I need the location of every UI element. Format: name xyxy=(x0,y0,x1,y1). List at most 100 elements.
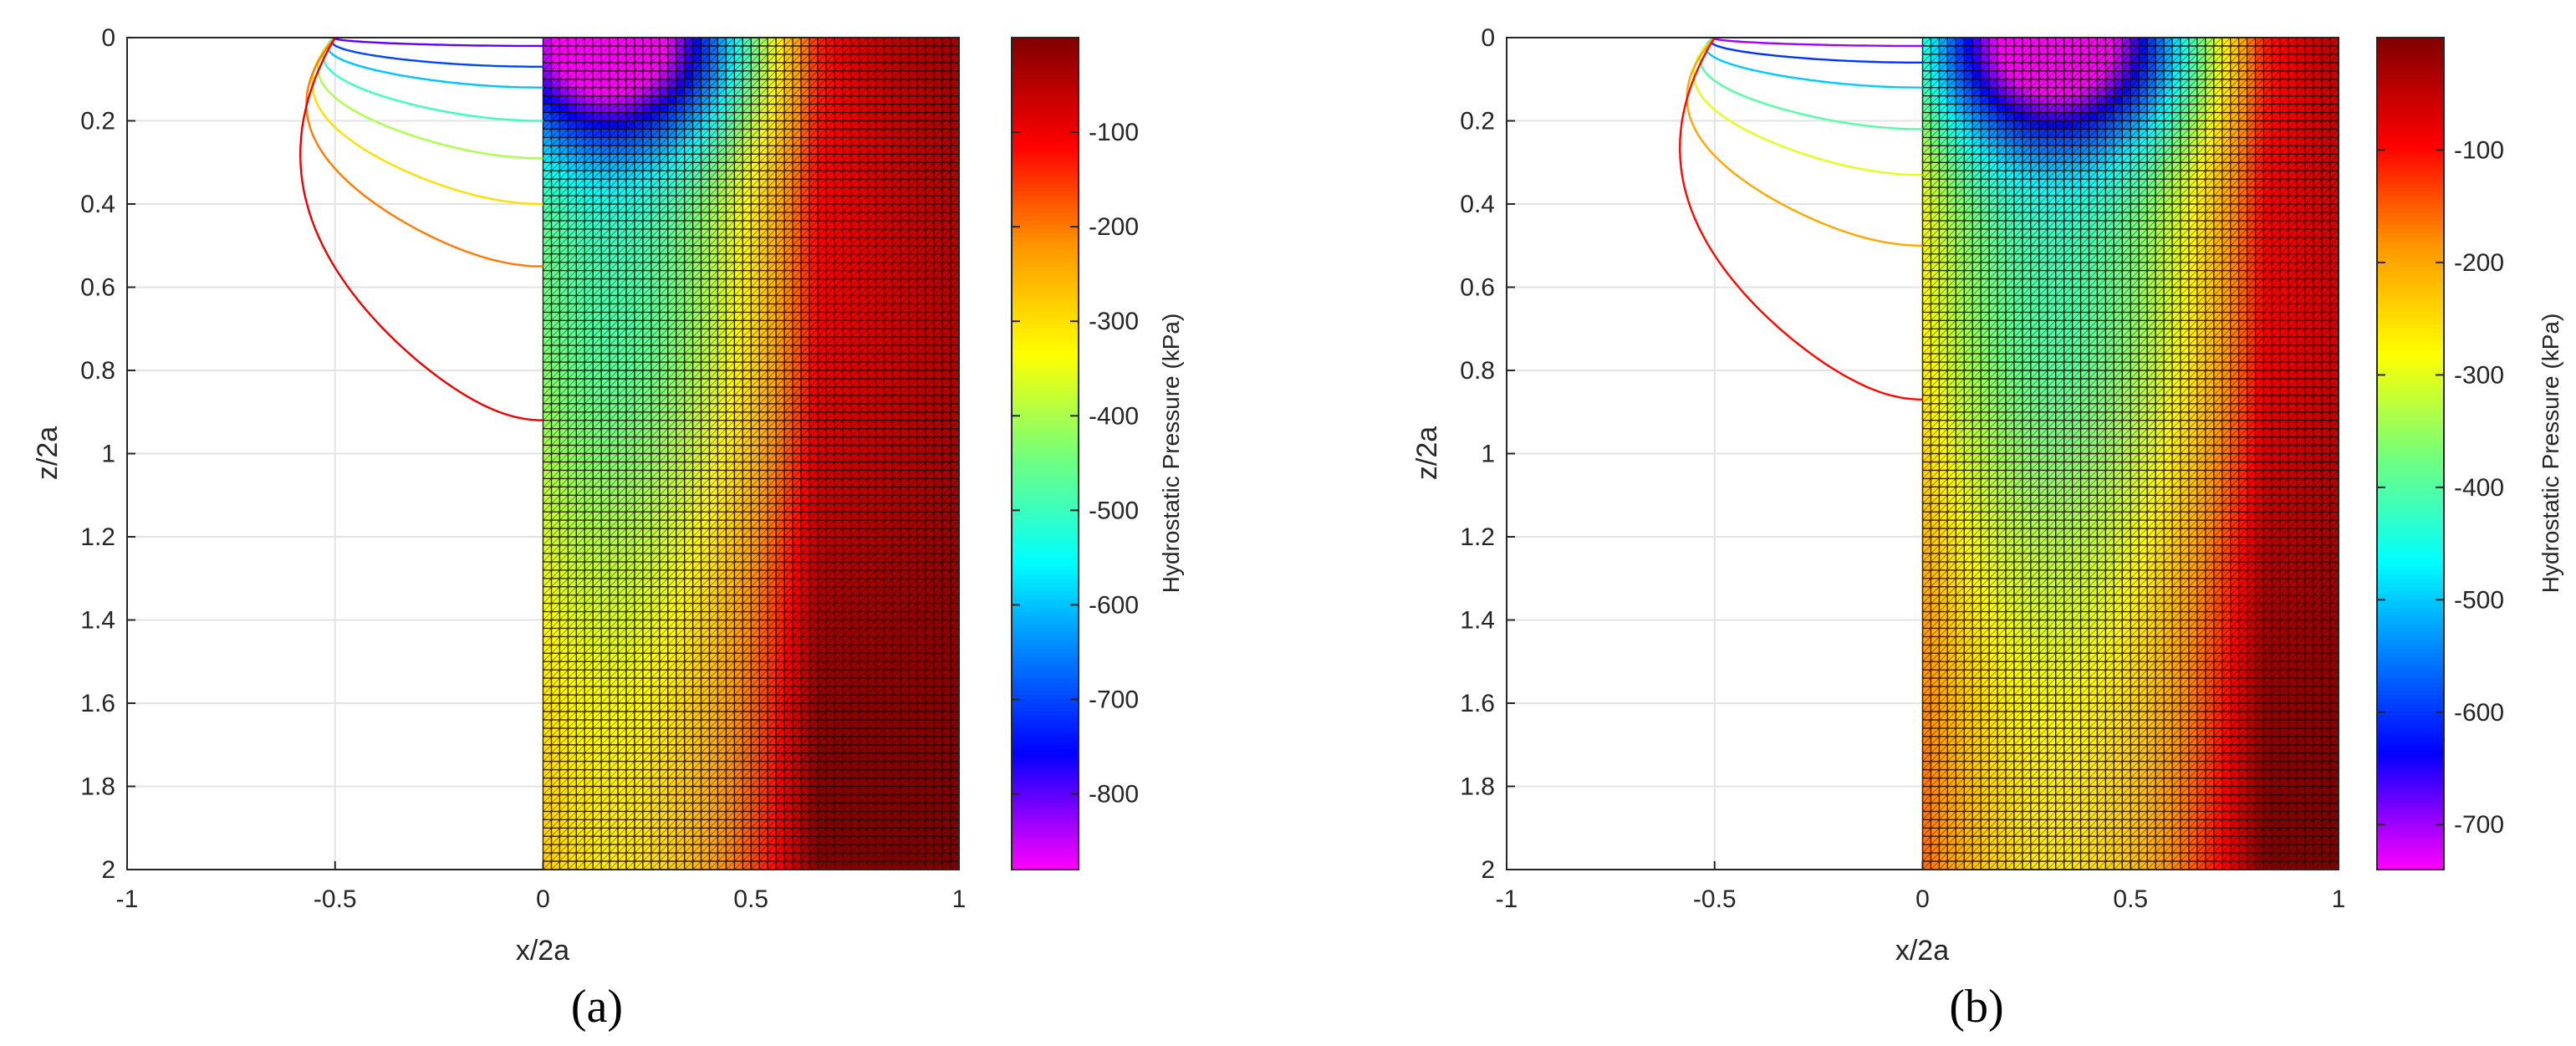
heatmap-cell xyxy=(850,295,860,304)
heatmap-cell xyxy=(759,778,768,788)
heatmap-cell xyxy=(692,695,702,704)
heatmap-cell xyxy=(768,636,777,645)
heatmap-cell xyxy=(709,112,719,122)
heatmap-cell xyxy=(942,395,951,405)
heatmap-cell xyxy=(892,38,901,47)
heatmap-cell xyxy=(892,370,901,380)
heatmap-cell xyxy=(709,711,719,721)
heatmap-cell xyxy=(618,703,627,712)
heatmap-cell xyxy=(800,337,810,346)
heatmap-cell xyxy=(850,354,860,363)
heatmap-cell xyxy=(717,753,727,763)
heatmap-cell xyxy=(618,544,627,554)
heatmap-cell xyxy=(709,744,719,754)
heatmap-cell xyxy=(650,753,661,763)
heatmap-cell xyxy=(742,287,752,297)
heatmap-cell xyxy=(900,204,910,213)
heatmap-cell xyxy=(593,54,602,64)
heatmap-cell xyxy=(768,703,777,712)
heatmap-cell xyxy=(892,478,901,487)
heatmap-cell xyxy=(850,620,860,630)
heatmap-cell xyxy=(842,386,852,396)
heatmap-cell xyxy=(659,678,669,687)
heatmap-cell xyxy=(692,179,702,188)
heatmap-cell xyxy=(825,544,835,554)
heatmap-cell xyxy=(834,670,844,679)
heatmap-cell xyxy=(692,104,702,114)
heatmap-cell xyxy=(610,220,619,230)
heatmap-cell xyxy=(817,836,827,845)
heatmap-cell xyxy=(809,204,819,213)
heatmap-cell xyxy=(618,237,627,247)
heatmap-cell xyxy=(817,345,827,355)
heatmap-cell xyxy=(892,345,901,355)
heatmap-cell xyxy=(634,503,644,513)
heatmap-cell xyxy=(692,278,702,288)
heatmap-cell xyxy=(776,528,785,538)
heatmap-cell xyxy=(734,345,743,355)
heatmap-cell xyxy=(768,45,777,55)
heatmap-cell xyxy=(892,462,901,471)
heatmap-cell xyxy=(942,811,951,820)
heatmap-cell xyxy=(634,95,644,105)
heatmap-cell xyxy=(742,544,752,554)
heatmap-cell xyxy=(759,187,768,196)
heatmap-cell xyxy=(684,337,694,346)
heatmap-cell xyxy=(551,287,560,297)
heatmap-cell xyxy=(551,853,560,862)
heatmap-cell xyxy=(584,386,594,396)
heatmap-cell xyxy=(634,670,644,679)
heatmap-cell xyxy=(809,145,819,155)
heatmap-cell xyxy=(634,537,644,546)
heatmap-cell xyxy=(859,287,869,297)
heatmap-cell xyxy=(759,304,768,313)
heatmap-cell xyxy=(626,544,635,554)
heatmap-cell xyxy=(842,120,852,130)
heatmap-cell xyxy=(768,503,777,513)
heatmap-cell xyxy=(701,620,711,630)
heatmap-cell xyxy=(809,844,819,854)
heatmap-cell xyxy=(593,528,602,538)
heatmap-cell xyxy=(850,445,860,455)
heatmap-cell xyxy=(742,145,752,155)
heatmap-cell xyxy=(701,753,711,763)
heatmap-cell xyxy=(776,345,785,355)
heatmap-cell xyxy=(759,196,768,205)
heatmap-cell xyxy=(900,38,910,47)
heatmap-cell xyxy=(900,245,910,255)
heatmap-cell xyxy=(543,337,553,346)
heatmap-cell xyxy=(543,287,553,297)
heatmap-cell xyxy=(650,395,661,405)
heatmap-cell xyxy=(942,670,951,679)
heatmap-cell xyxy=(825,270,835,280)
heatmap-cell xyxy=(842,744,852,754)
heatmap-cell xyxy=(634,362,644,371)
heatmap-cell xyxy=(618,670,627,679)
heatmap-cell xyxy=(692,744,702,754)
heatmap-cell xyxy=(776,145,785,155)
heatmap-cell xyxy=(610,62,619,72)
heatmap-cell xyxy=(618,212,627,222)
heatmap-cell xyxy=(692,112,702,122)
heatmap-cell xyxy=(825,295,835,304)
heatmap-cell xyxy=(610,329,619,338)
heatmap-cell xyxy=(701,270,711,280)
heatmap-cell xyxy=(834,620,844,630)
heatmap-cell xyxy=(701,320,711,329)
heatmap-cell xyxy=(768,761,777,771)
heatmap-cell xyxy=(867,670,877,679)
heatmap-cell xyxy=(576,295,585,304)
heatmap-cell xyxy=(842,312,852,321)
heatmap-cell xyxy=(610,228,619,238)
heatmap-cell xyxy=(850,345,860,355)
heatmap-cell xyxy=(875,844,885,854)
heatmap-cell xyxy=(626,187,635,196)
heatmap-cell xyxy=(610,162,619,171)
heatmap-cell xyxy=(942,179,951,188)
heatmap-cell xyxy=(701,470,711,479)
heatmap-cell xyxy=(917,345,926,355)
heatmap-cell xyxy=(842,145,852,155)
heatmap-cell xyxy=(634,769,644,779)
heatmap-cell xyxy=(559,844,569,854)
heatmap-cell xyxy=(618,553,627,563)
